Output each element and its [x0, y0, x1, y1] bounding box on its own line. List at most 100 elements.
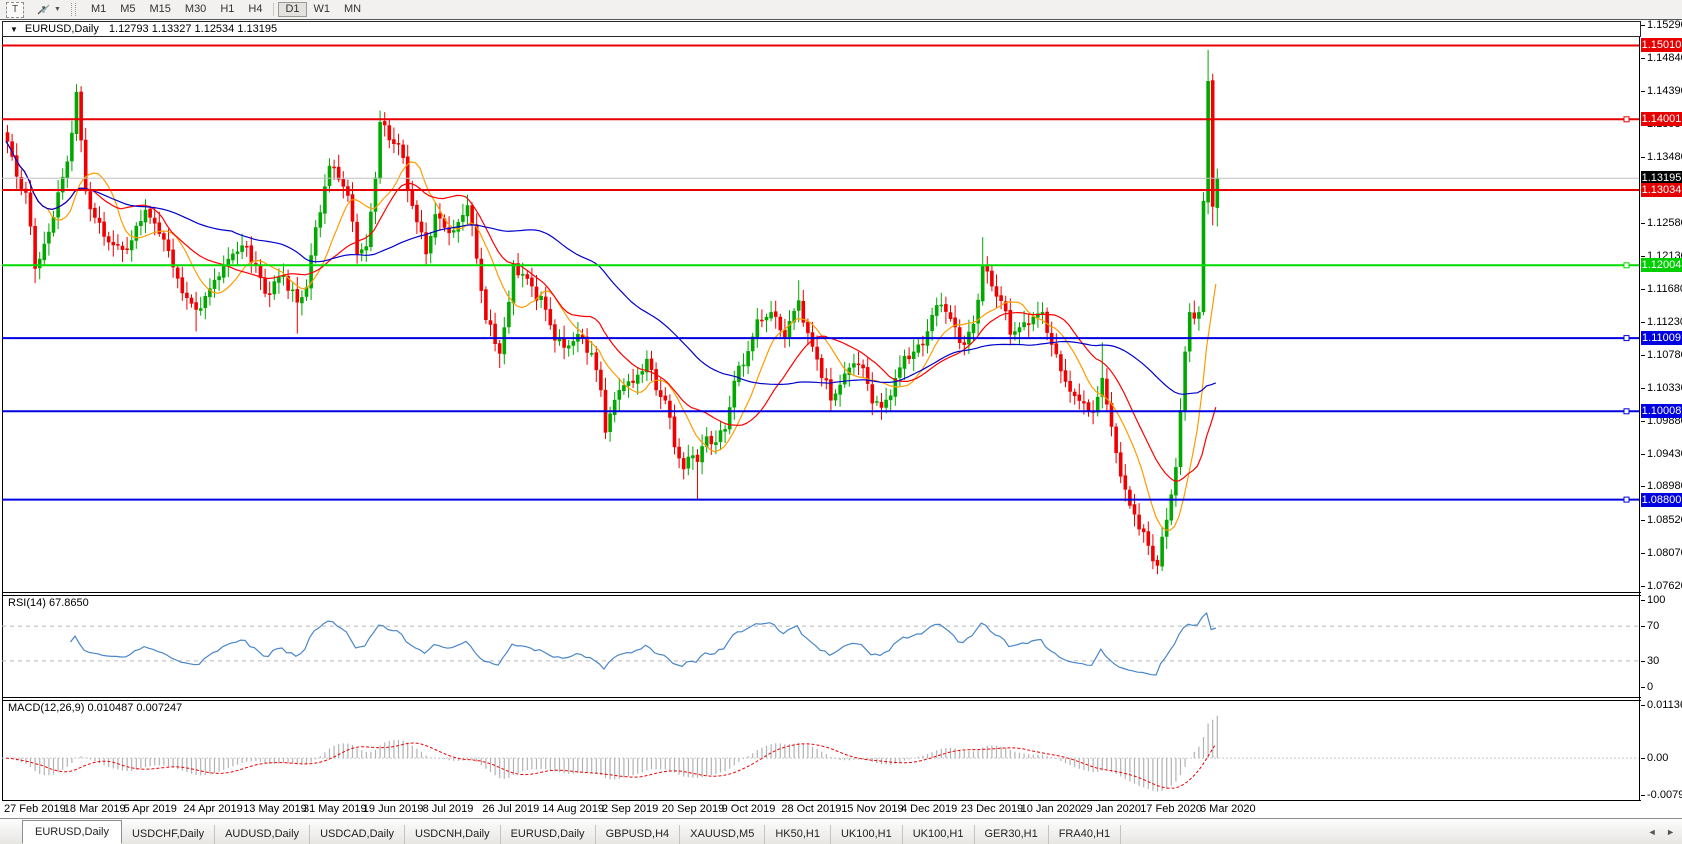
axis-tick-label: 30 — [1640, 654, 1660, 667]
date-tick-label: 20 Sep 2019 — [661, 803, 725, 815]
price-tag: 1.14001 — [1641, 112, 1682, 127]
date-tick-label: 6 Mar 2020 — [1200, 803, 1256, 815]
timeframe-button-m30[interactable]: M30 — [184, 3, 207, 15]
chart-tab-1[interactable]: USDCHF,Daily — [122, 825, 216, 844]
axis-tick-label: 0 — [1640, 681, 1654, 693]
axis-tick-label: 1.14390 — [1641, 85, 1682, 97]
toolbar-separator — [273, 3, 275, 16]
macd-histogram — [11, 715, 1218, 792]
timeframe-button-d1[interactable]: D1 — [278, 2, 307, 17]
axis-tick-label: -0.0079 — [1640, 789, 1682, 801]
chart-tab-12[interactable]: FRA40,H1 — [1049, 825, 1122, 844]
chart-tab-10[interactable]: UK100,H1 — [903, 825, 975, 844]
chart-tab-7[interactable]: XAUUSD,M5 — [680, 825, 766, 844]
date-tick-label: 28 Oct 2019 — [781, 803, 842, 815]
chart-dropdown-icon[interactable]: ▼ — [10, 24, 18, 34]
axis-tick-label: 1.10780 — [1641, 349, 1682, 361]
date-tick-label: 27 Feb 2019 — [4, 803, 66, 815]
date-tick-label: 5 Apr 2019 — [123, 803, 177, 815]
axis-tick-label: 1.12580 — [1641, 217, 1682, 229]
hline-handle[interactable] — [1623, 496, 1630, 503]
date-tick-label: 29 Jan 2020 — [1080, 803, 1141, 815]
timeframe-button-m15[interactable]: M15 — [149, 3, 171, 15]
hline-handle[interactable] — [1623, 335, 1630, 342]
timeframe-group: M1 M5 M15 M30 H1 H4 D1 W1 MN — [84, 2, 368, 17]
macd-indicator-label: MACD(12,26,9) 0.010487 0.007247 — [8, 702, 183, 714]
toolbar-grip[interactable] — [70, 3, 76, 16]
price-tag: 1.15010 — [1641, 38, 1682, 53]
axis-tick-label: 70 — [1640, 620, 1660, 633]
axis-tick-label: 1.13480 — [1641, 151, 1682, 163]
date-tick-label: 8 Jul 2019 — [422, 803, 474, 815]
date-tick-label: 9 Oct 2019 — [721, 803, 776, 815]
price-tag: 1.13034 — [1641, 182, 1682, 197]
axis-tick-label: 100 — [1640, 594, 1666, 606]
timeframe-button-mn[interactable]: MN — [344, 3, 362, 15]
rsi-indicator-label: RSI(14) 67.8650 — [8, 597, 89, 609]
tab-scroll-left-icon[interactable]: ◄ — [1647, 827, 1657, 837]
hline-handle[interactable] — [1623, 262, 1630, 269]
date-tick-label: 13 May 2019 — [243, 803, 307, 815]
bull-candle-wicks — [39, 49, 1218, 571]
chart-tab-9[interactable]: UK100,H1 — [831, 825, 903, 844]
axis-tick-label: 1.08980 — [1641, 480, 1682, 492]
timeframe-button-w1[interactable]: W1 — [313, 3, 331, 15]
chart-tab-3[interactable]: USDCAD,Daily — [310, 825, 406, 844]
macd-signal-line — [5, 742, 1217, 789]
date-tick-label: 26 Jul 2019 — [482, 803, 540, 815]
chart-tab-0[interactable]: EURUSD,Daily — [22, 820, 122, 844]
bull-candle-bodies — [37, 81, 1220, 567]
chart-window-top-border — [0, 19, 1682, 20]
chart-ohlc-values: 1.12793 1.13327 1.12534 1.13195 — [108, 23, 278, 35]
chart-plot-area[interactable] — [2, 20, 1641, 802]
chart-tab-5[interactable]: EURUSD,Daily — [501, 825, 596, 844]
price-tag: 1.11009 — [1641, 331, 1682, 346]
axis-tick-label: 1.07620 — [1641, 580, 1682, 592]
top-toolbar: T ▼ M1 M5 M15 M30 H1 H4 D1 W1 MN — [0, 0, 1682, 20]
axis-tick-label: 1.08520 — [1641, 514, 1682, 526]
axis-tick-label: 1.11680 — [1641, 283, 1682, 295]
tab-scroll-arrows: ◄ ► — [1641, 827, 1675, 837]
timeframe-button-m5[interactable]: M5 — [120, 3, 136, 15]
chart-tab-6[interactable]: GBPUSD,H4 — [596, 825, 681, 844]
date-tick-label: 17 Feb 2020 — [1140, 803, 1202, 815]
chart-tabstrip: EURUSD,Daily USDCHF,Daily AUDUSD,Daily USDC… — [0, 818, 1682, 844]
chart-tab-2[interactable]: AUDUSD,Daily — [215, 825, 311, 844]
date-tick-label: 23 Dec 2019 — [960, 803, 1024, 815]
hline-handle[interactable] — [1623, 408, 1630, 415]
price-tag: 1.10008 — [1641, 404, 1682, 419]
timeframe-button-m1[interactable]: M1 — [90, 3, 107, 15]
price-tag: 1.08800 — [1641, 492, 1682, 507]
axis-tick-label: 1.09430 — [1641, 448, 1682, 460]
price-axis: 1.152901.148401.143901.139301.134801.130… — [1640, 0, 1682, 820]
date-tick-label: 14 Aug 2019 — [542, 803, 604, 815]
axis-tick-label: 1.08070 — [1641, 547, 1682, 559]
chart-tab-4[interactable]: USDCNH,Daily — [405, 825, 501, 844]
timeframe-button-h1[interactable]: H1 — [220, 3, 235, 15]
date-tick-label: 19 Jun 2019 — [362, 803, 424, 815]
axis-tick-label: 1.14840 — [1641, 52, 1682, 64]
axis-tick-label: 1.11230 — [1641, 316, 1682, 328]
chart-tab-8[interactable]: HK50,H1 — [765, 825, 831, 844]
date-axis: 27 Feb 2019 18 Mar 2019 5 Apr 2019 24 Apr 2… — [0, 802, 1682, 818]
moving-average-50 — [5, 140, 1217, 395]
cursor-tool-button[interactable]: ▼ — [36, 3, 61, 16]
hline-handle[interactable] — [1623, 116, 1630, 123]
axis-tick-label: 1.15290 — [1641, 19, 1682, 31]
tab-scroll-right-icon[interactable]: ► — [1666, 827, 1675, 837]
moving-average-20 — [5, 140, 1217, 482]
date-tick-label: 24 Apr 2019 — [183, 803, 243, 815]
cursor-tool-caret-icon[interactable]: ▼ — [54, 6, 61, 13]
chart-symbol-title: EURUSD,Daily — [24, 23, 99, 35]
date-tick-label: 15 Nov 2019 — [841, 803, 904, 815]
price-tag: 1.13195 — [1641, 171, 1682, 186]
timeframe-button-h4[interactable]: H4 — [248, 3, 263, 15]
cursor-arrows-icon — [37, 4, 50, 15]
chart-tab-11[interactable]: GER30,H1 — [975, 825, 1049, 844]
text-tool-button[interactable]: T — [6, 1, 24, 18]
date-tick-label: 10 Jan 2020 — [1020, 803, 1082, 815]
axis-tick-label: 0.00 — [1640, 752, 1669, 765]
chart-title-bar[interactable]: ▼ EURUSD,Daily 1.12793 1.13327 1.12534 1… — [2, 21, 1641, 37]
date-tick-label: 2 Sep 2019 — [602, 803, 659, 815]
